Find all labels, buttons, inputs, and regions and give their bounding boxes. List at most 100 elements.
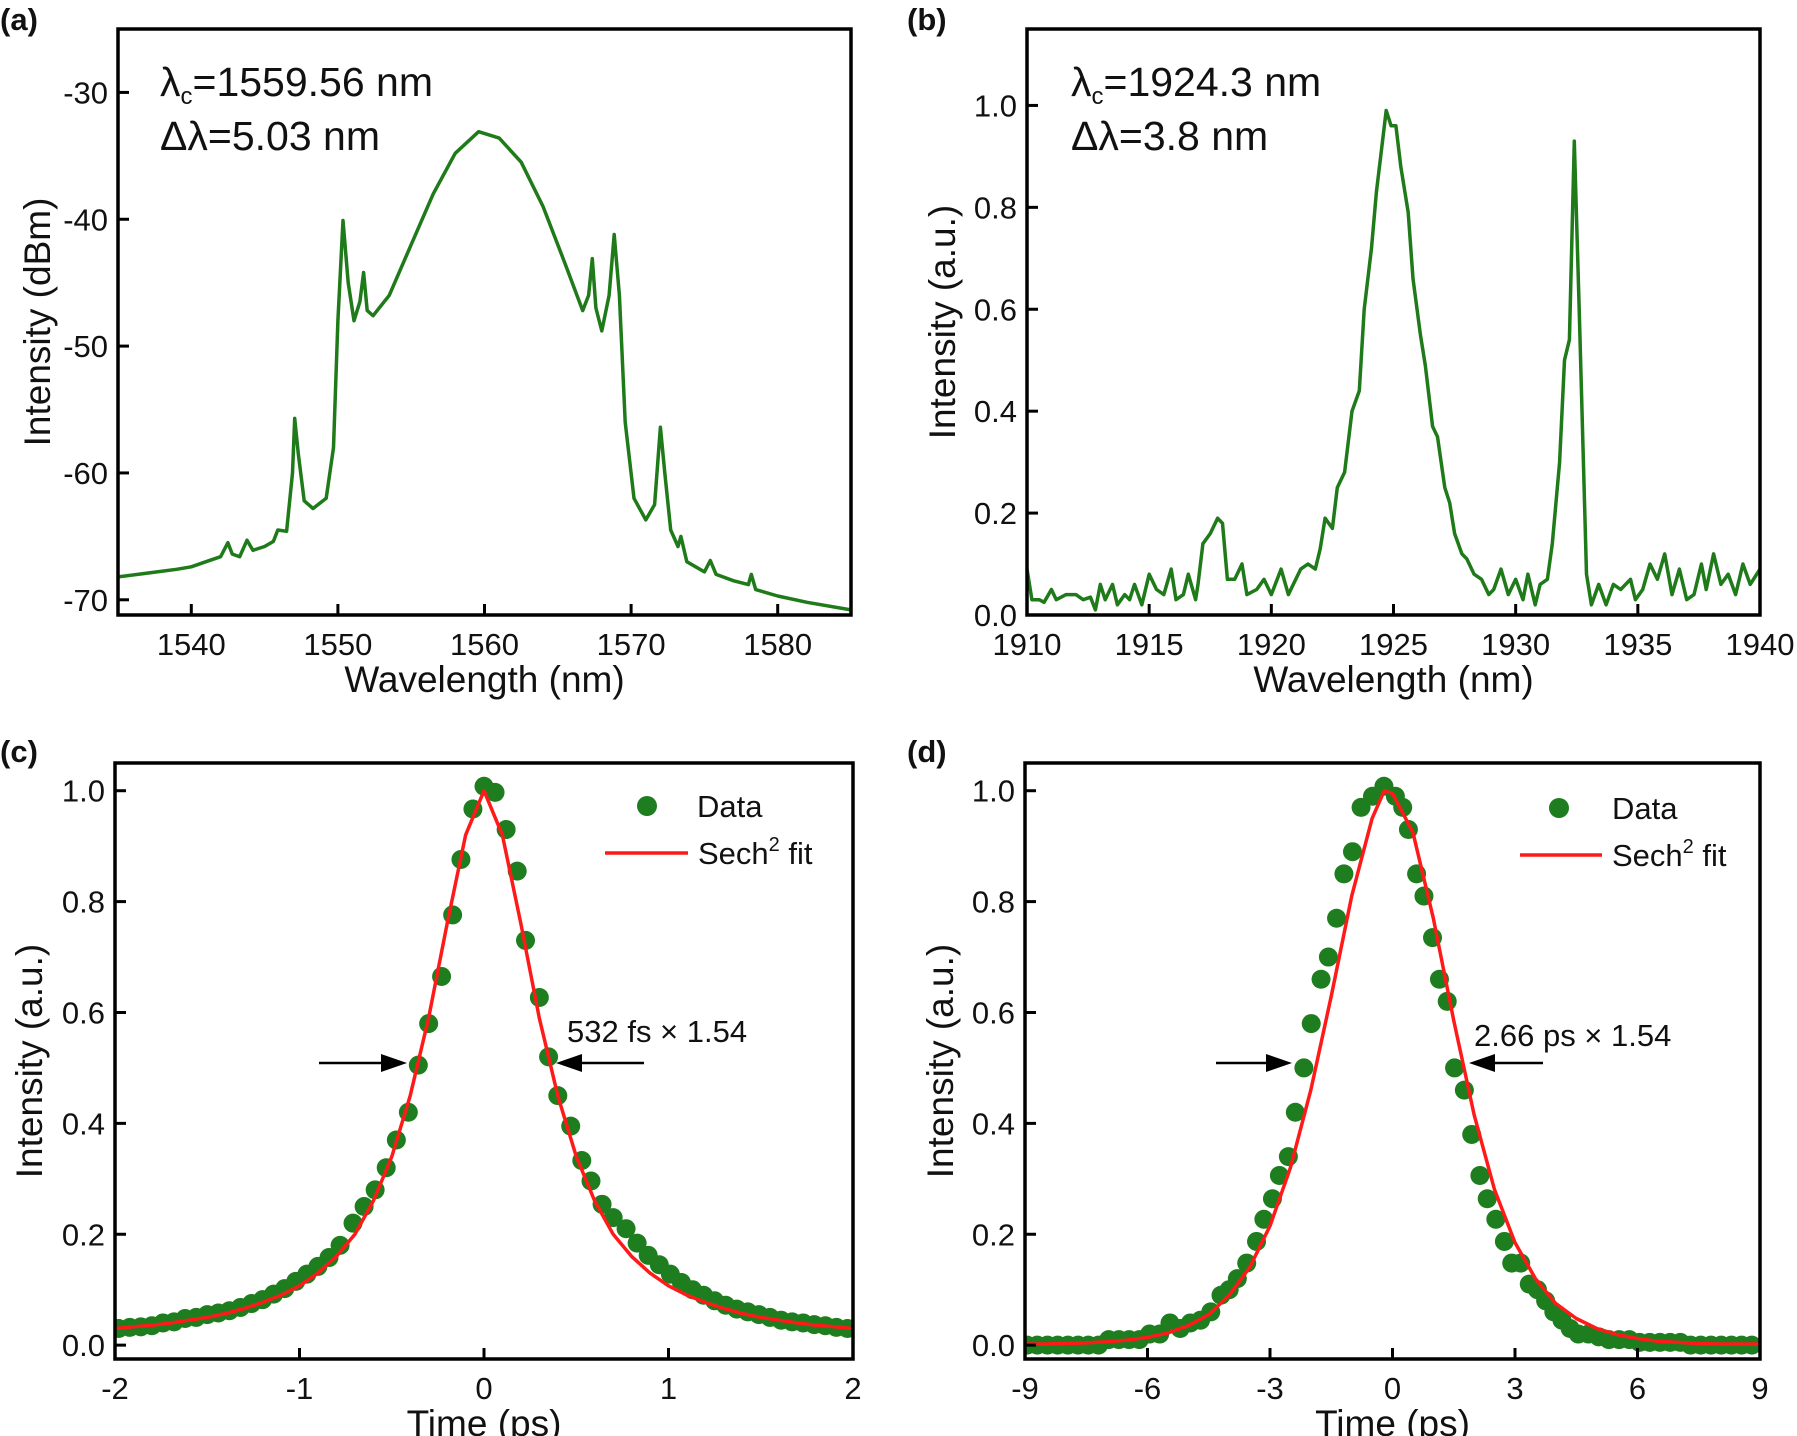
y-tick-label: 0.2 — [62, 1217, 105, 1252]
y-tick-label: -30 — [63, 75, 108, 110]
x-tick-label: 1940 — [1726, 627, 1795, 662]
data-point — [1470, 1165, 1490, 1185]
data-point — [1327, 908, 1347, 928]
center-wavelength-annotation: λc=1924.3 nm — [1071, 59, 1321, 110]
y-tick-label: 0.8 — [974, 190, 1017, 225]
legend: Data Sech2 fit — [605, 789, 813, 871]
panel-label: (a) — [0, 2, 38, 37]
fwhm-annotation: 532 fs × 1.54 — [567, 1014, 747, 1049]
plot-area — [118, 129, 851, 612]
panel-label: (b) — [907, 2, 947, 37]
y-tick-label: 0.4 — [972, 1106, 1015, 1141]
data-point — [1227, 1269, 1247, 1289]
y-tick-label: 0.0 — [974, 598, 1017, 633]
x-tick-label: 1930 — [1481, 627, 1550, 662]
y-tick-label: 1.0 — [62, 774, 105, 809]
legend-data-marker — [1549, 798, 1569, 818]
data-point — [330, 1235, 350, 1255]
lambda-subscript: c — [181, 83, 193, 110]
x-tick-label: 2 — [844, 1371, 861, 1406]
legend: Data Sech2 fit — [1520, 791, 1727, 873]
x-tick-label: 1935 — [1603, 627, 1672, 662]
bandwidth-annotation: Δλ=3.8 nm — [1071, 113, 1268, 159]
data-point — [1342, 842, 1362, 862]
y-tick-label: 0.6 — [974, 292, 1017, 327]
data-point — [1237, 1253, 1257, 1273]
lambda-subscript: c — [1092, 83, 1104, 110]
y-axis-label: Intensity (a.u.) — [920, 944, 961, 1178]
x-tick-label: 1560 — [450, 627, 519, 662]
plot-area — [1025, 776, 1760, 1355]
data-point — [1294, 1058, 1314, 1078]
x-tick-label: -3 — [1256, 1371, 1284, 1406]
lambda-value: =1924.3 nm — [1104, 59, 1322, 105]
data-point — [1301, 1014, 1321, 1034]
y-tick-label: 0.2 — [972, 1217, 1015, 1252]
data-point — [1486, 1209, 1506, 1229]
lambda-value: =1559.56 nm — [193, 59, 434, 105]
x-tick-label: 3 — [1506, 1371, 1523, 1406]
x-axis-label: Time (ps) — [407, 1403, 562, 1436]
lambda-symbol: λ — [160, 59, 181, 105]
fit-curve — [1025, 788, 1760, 1346]
x-axis-label: Wavelength (nm) — [1253, 659, 1533, 700]
fit-curve — [115, 788, 853, 1331]
y-tick-label: 0.2 — [974, 496, 1017, 531]
y-tick-label: 0.0 — [62, 1328, 105, 1363]
y-tick-label: 0.8 — [972, 885, 1015, 920]
y-tick-label: 1.0 — [972, 774, 1015, 809]
x-tick-label: 6 — [1629, 1371, 1646, 1406]
panel-a: (a) 1540 1550 1560 1570 1580 -70 -60 -50 -40 -30 Wa… — [0, 2, 853, 700]
y-tick-label: 0.6 — [972, 995, 1015, 1030]
x-tick-label: 9 — [1751, 1371, 1768, 1406]
x-tick-label: -2 — [101, 1371, 129, 1406]
x-axis-label: Time (ps) — [1315, 1403, 1470, 1436]
plot-area — [115, 776, 853, 1339]
legend-fit-label: Sech2 fit — [698, 834, 813, 871]
x-tick-label: 1 — [660, 1371, 677, 1406]
legend-data-label: Data — [1612, 791, 1678, 826]
fwhm-annotation: 2.66 ps × 1.54 — [1474, 1018, 1671, 1053]
x-tick-label: -1 — [286, 1371, 314, 1406]
spectrum-line — [118, 129, 851, 612]
panel-label: (c) — [0, 734, 38, 769]
y-tick-label: -50 — [63, 329, 108, 364]
data-point — [1334, 864, 1354, 884]
x-tick-label: 1540 — [157, 627, 226, 662]
x-tick-label: 1910 — [993, 627, 1062, 662]
legend-data-marker — [637, 796, 657, 816]
y-tick-label: -60 — [63, 456, 108, 491]
x-tick-label: 1915 — [1115, 627, 1184, 662]
fwhm-arrow-right-icon — [381, 1054, 407, 1072]
fwhm-arrow-left-icon — [556, 1054, 582, 1072]
fwhm-arrow-left-icon — [1469, 1054, 1495, 1072]
y-tick-label: -40 — [63, 202, 108, 237]
legend-data-label: Data — [697, 789, 763, 824]
data-point — [1477, 1189, 1497, 1209]
panel-d: (d) -9 -6 -3 0 3 6 9 0.0 0.2 0.4 0.6 0.8 1.0 Time (ps)… — [907, 734, 1769, 1436]
data-point — [485, 782, 505, 802]
x-tick-label: 1580 — [743, 627, 812, 662]
y-tick-label: -70 — [63, 583, 108, 618]
panel-c: (c) -2 -1 0 1 2 0.0 0.2 0.4 0.6 0.8 1.0 Time (ps) Int… — [0, 734, 862, 1436]
y-tick-label: 0.8 — [62, 885, 105, 920]
data-point — [627, 1233, 647, 1253]
y-tick-label: 0.4 — [62, 1106, 105, 1141]
x-tick-label: 0 — [1384, 1371, 1401, 1406]
x-tick-label: 0 — [475, 1371, 492, 1406]
center-wavelength-annotation: λc=1559.56 nm — [160, 59, 433, 110]
bandwidth-annotation: Δλ=5.03 nm — [160, 113, 380, 159]
panel-b: (b) 1910 1915 1920 1925 1930 1935 1940 0.0 0.2 0.4… — [907, 2, 1794, 700]
lambda-symbol: λ — [1071, 59, 1092, 105]
y-tick-label: 0.6 — [62, 995, 105, 1030]
y-tick-label: 1.0 — [974, 88, 1017, 123]
data-point — [1311, 969, 1331, 989]
data-point — [1269, 1165, 1289, 1185]
x-tick-label: 1925 — [1359, 627, 1428, 662]
data-point — [616, 1219, 636, 1239]
fwhm-arrow-right-icon — [1266, 1054, 1292, 1072]
panel-label: (d) — [907, 734, 947, 769]
data-point — [1318, 947, 1338, 967]
spectrum-line — [1027, 108, 1760, 612]
y-axis-label: Intensity (a.u.) — [9, 944, 50, 1178]
